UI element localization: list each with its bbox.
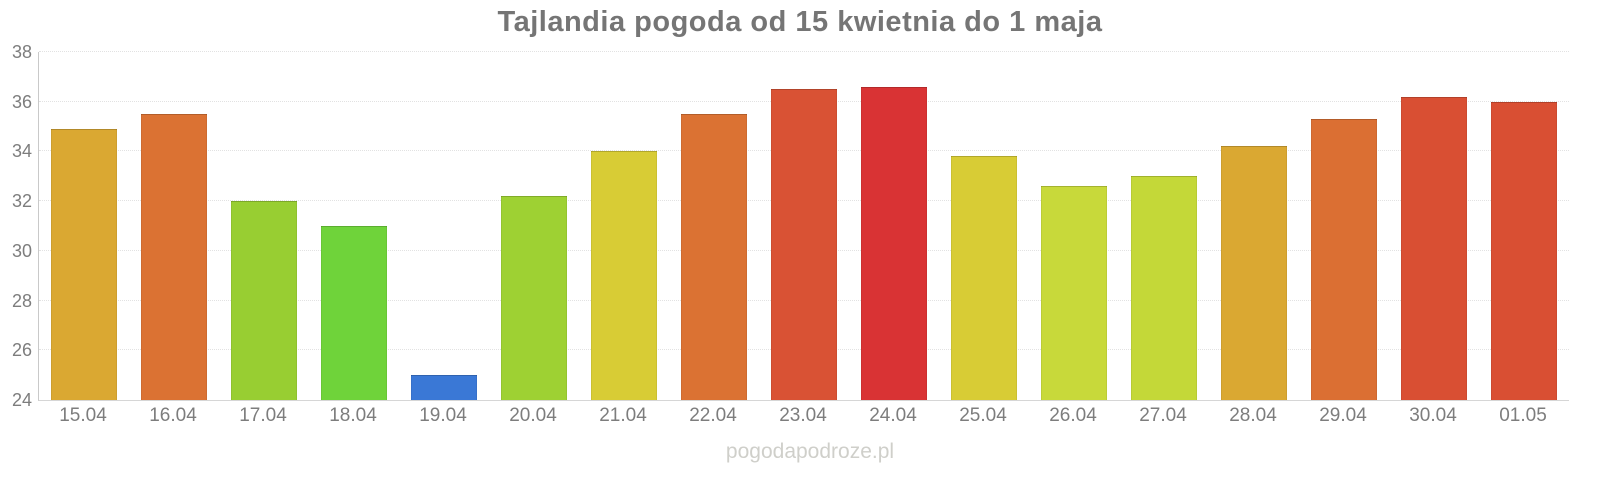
y-axis-tick-28: 28	[11, 290, 32, 311]
bar-19.04	[411, 375, 477, 400]
plot-area	[38, 51, 1569, 401]
bar-21.04	[591, 151, 657, 400]
x-axis-tick-26.04: 26.04	[1049, 405, 1097, 426]
bar-15.04	[51, 129, 117, 400]
x-axis-tick-18.04: 18.04	[329, 405, 377, 426]
watermark: pogodapodroze.pl	[725, 440, 895, 463]
bar-16.04	[141, 114, 207, 400]
x-axis-tick-19.04: 19.04	[419, 405, 467, 426]
x-axis-tick-23.04: 23.04	[779, 405, 827, 426]
y-axis-tick-36: 36	[11, 91, 32, 112]
chart-title: Tajlandia pogoda od 15 kwietnia do 1 maj…	[497, 6, 1103, 38]
bar-27.04	[1131, 176, 1197, 400]
x-axis-tick-22.04: 22.04	[689, 405, 737, 426]
x-axis-tick-29.04: 29.04	[1319, 405, 1367, 426]
bar-24.04	[861, 86, 927, 400]
bar-01.05	[1491, 101, 1557, 400]
gridline-38	[39, 51, 1569, 52]
bar-29.04	[1311, 119, 1377, 400]
bar-26.04	[1041, 186, 1107, 400]
bar-17.04	[231, 201, 297, 400]
x-axis-tick-15.04: 15.04	[59, 405, 107, 426]
x-axis-tick-16.04: 16.04	[149, 405, 197, 426]
x-axis-tick-17.04: 17.04	[239, 405, 287, 426]
x-axis-tick-28.04: 28.04	[1229, 405, 1277, 426]
y-axis-tick-26: 26	[11, 340, 32, 361]
bar-20.04	[501, 196, 567, 400]
x-axis-tick-25.04: 25.04	[959, 405, 1007, 426]
bar-28.04	[1221, 146, 1287, 400]
y-axis-tick-34: 34	[11, 141, 32, 162]
x-axis-tick-21.04: 21.04	[599, 405, 647, 426]
y-axis-tick-24: 24	[11, 390, 32, 410]
bar-18.04	[321, 226, 387, 400]
bar-25.04	[951, 156, 1017, 400]
bar-23.04	[771, 89, 837, 400]
x-axis-tick-27.04: 27.04	[1139, 405, 1187, 426]
bar-30.04	[1401, 96, 1467, 400]
x-axis-tick-30.04: 30.04	[1409, 405, 1457, 426]
y-axis-tick-30: 30	[11, 240, 32, 261]
y-axis-tick-38: 38	[11, 42, 32, 62]
y-axis-tick-32: 32	[11, 191, 32, 212]
x-axis-tick-24.04: 24.04	[869, 405, 917, 426]
x-axis-tick-20.04: 20.04	[509, 405, 557, 426]
x-axis-tick-01.05: 01.05	[1499, 405, 1547, 426]
bar-22.04	[681, 114, 747, 400]
